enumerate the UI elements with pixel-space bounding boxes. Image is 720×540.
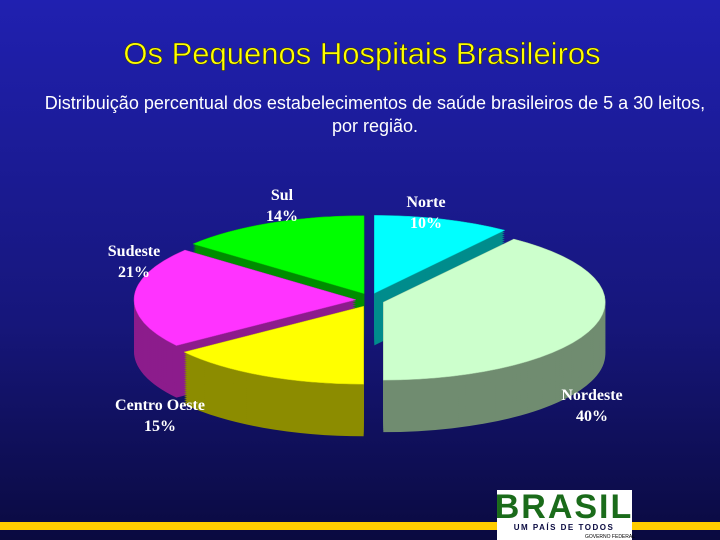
subtitle-box: Distribuição percentual dos estabelecime… (44, 93, 706, 136)
subtitle: Distribuição percentual dos estabelecime… (44, 93, 706, 136)
value-label: 10% (410, 215, 442, 232)
category-label: Centro Oeste (115, 397, 205, 414)
value-label: 40% (576, 408, 608, 425)
slice (383, 238, 606, 381)
logo-caption: GOVERNO FEDERAL (585, 534, 635, 540)
labels: Norte 10% Nordeste 40% Centro Oeste 15% Sudest… (108, 187, 623, 435)
category-label: Sudeste (108, 243, 160, 260)
value-label: 21% (118, 264, 150, 281)
slice (192, 215, 365, 294)
pie (133, 215, 606, 437)
logo-tagline: UM PAÍS DE TODOS (514, 523, 615, 532)
slice (183, 305, 364, 385)
category-label: Norte (406, 194, 445, 211)
value-label: 14% (266, 208, 298, 225)
slice (374, 215, 506, 294)
logo-name: BRASIL (495, 488, 634, 526)
slice (133, 249, 357, 346)
logo-box (497, 490, 632, 540)
logo-bar (0, 522, 720, 530)
logo: BRASIL UM PAÍS DE TODOS GOVERNO FEDERAL (0, 488, 720, 540)
value-label: 15% (144, 418, 176, 435)
category-label: Nordeste (561, 387, 622, 404)
title: Os Pequenos Hospitais Brasileiros (123, 36, 600, 71)
category-label: Sul (271, 187, 294, 204)
